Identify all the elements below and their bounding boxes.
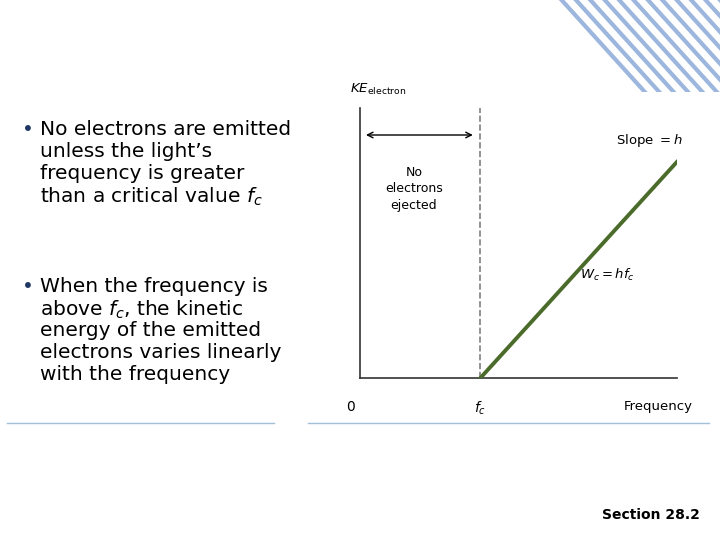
Text: $W_c = hf_c$: $W_c = hf_c$ — [580, 267, 634, 284]
Text: Section 28.2: Section 28.2 — [602, 508, 700, 522]
Text: energy of the emitted: energy of the emitted — [40, 321, 261, 340]
Text: with the frequency: with the frequency — [40, 365, 230, 384]
Text: unless the light’s: unless the light’s — [40, 142, 212, 161]
Text: B: B — [286, 416, 296, 429]
Text: Frequency: Frequency — [624, 400, 693, 413]
Text: •: • — [22, 120, 34, 139]
Text: 0: 0 — [346, 400, 355, 414]
Text: than a critical value $f_c$: than a critical value $f_c$ — [40, 186, 263, 208]
Text: Photoelectric Effect, cont.: Photoelectric Effect, cont. — [18, 30, 428, 58]
Text: $f_c$: $f_c$ — [474, 400, 487, 417]
Text: •: • — [22, 277, 34, 296]
Text: frequency is greater: frequency is greater — [40, 164, 244, 183]
Text: When the frequency is: When the frequency is — [40, 277, 268, 296]
Text: above $f_c$, the kinetic: above $f_c$, the kinetic — [40, 299, 243, 321]
Text: No electrons are emitted: No electrons are emitted — [40, 120, 291, 139]
Text: No
electrons
ejected: No electrons ejected — [385, 166, 443, 212]
Text: Slope $= h$: Slope $= h$ — [616, 132, 683, 149]
Text: $KE_{\mathrm{electron}}$: $KE_{\mathrm{electron}}$ — [351, 82, 407, 97]
Text: electrons varies linearly: electrons varies linearly — [40, 343, 282, 362]
